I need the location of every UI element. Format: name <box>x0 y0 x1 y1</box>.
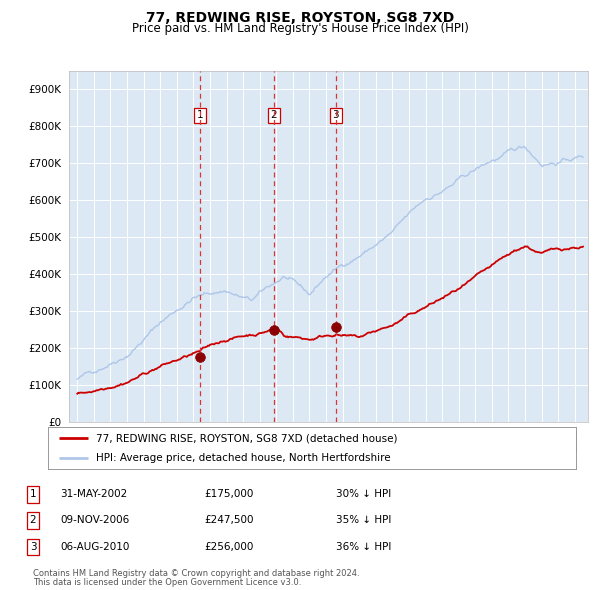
Text: 2: 2 <box>271 110 277 120</box>
Text: 31-MAY-2002: 31-MAY-2002 <box>60 490 127 499</box>
Text: 30% ↓ HPI: 30% ↓ HPI <box>336 490 391 499</box>
Text: 77, REDWING RISE, ROYSTON, SG8 7XD: 77, REDWING RISE, ROYSTON, SG8 7XD <box>146 11 454 25</box>
Text: This data is licensed under the Open Government Licence v3.0.: This data is licensed under the Open Gov… <box>33 578 301 588</box>
Text: Price paid vs. HM Land Registry's House Price Index (HPI): Price paid vs. HM Land Registry's House … <box>131 22 469 35</box>
Text: £175,000: £175,000 <box>204 490 253 499</box>
Text: 1: 1 <box>197 110 203 120</box>
Text: 06-AUG-2010: 06-AUG-2010 <box>60 542 130 552</box>
Text: 3: 3 <box>29 542 37 552</box>
Text: 35% ↓ HPI: 35% ↓ HPI <box>336 516 391 525</box>
Text: HPI: Average price, detached house, North Hertfordshire: HPI: Average price, detached house, Nort… <box>95 454 390 463</box>
Text: £247,500: £247,500 <box>204 516 254 525</box>
Text: 36% ↓ HPI: 36% ↓ HPI <box>336 542 391 552</box>
Text: 09-NOV-2006: 09-NOV-2006 <box>60 516 129 525</box>
Text: £256,000: £256,000 <box>204 542 253 552</box>
Text: 77, REDWING RISE, ROYSTON, SG8 7XD (detached house): 77, REDWING RISE, ROYSTON, SG8 7XD (deta… <box>95 434 397 444</box>
Text: 1: 1 <box>29 490 37 499</box>
Text: 3: 3 <box>332 110 339 120</box>
Text: 2: 2 <box>29 516 37 525</box>
Text: Contains HM Land Registry data © Crown copyright and database right 2024.: Contains HM Land Registry data © Crown c… <box>33 569 359 578</box>
